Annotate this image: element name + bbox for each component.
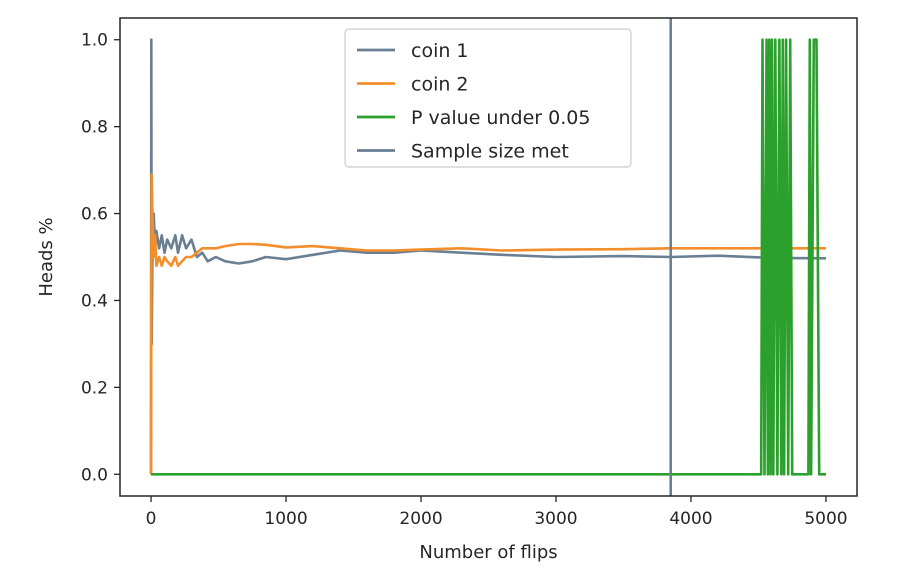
y-tick-label: 0.6 (81, 205, 108, 225)
x-axis-label: Number of flips (419, 542, 557, 563)
x-tick-label: 2000 (399, 509, 442, 529)
legend-label: coin 2 (411, 74, 469, 96)
y-tick-label: 0.4 (81, 291, 108, 311)
x-tick-label: 1000 (264, 509, 307, 529)
y-tick-label: 0.2 (81, 378, 108, 398)
series-line-coin-1 (149, 38, 827, 475)
series-line-p-value-under-0-05 (151, 38, 826, 476)
y-axis-label: Heads % (36, 217, 57, 296)
legend-label: Sample size met (411, 141, 569, 163)
plot-frame (119, 17, 858, 497)
series-line-coin-2 (149, 173, 826, 475)
y-tick-label: 0.0 (81, 465, 108, 485)
plot-area (149, 18, 827, 496)
legend: coin 1 coin 2 P value under 0.05 Sample siz… (344, 28, 632, 168)
y-tick-label: 1.0 (81, 31, 108, 51)
legend-label: coin 1 (411, 40, 469, 62)
legend-label: P value under 0.05 (411, 107, 590, 129)
y-tick-label: 0.8 (81, 118, 108, 138)
x-tick-label: 4000 (669, 509, 712, 529)
legend-box (344, 28, 632, 168)
x-tick-label: 5000 (804, 509, 847, 529)
x-tick-label: 3000 (534, 509, 577, 529)
x-tick-label: 0 (146, 509, 157, 529)
